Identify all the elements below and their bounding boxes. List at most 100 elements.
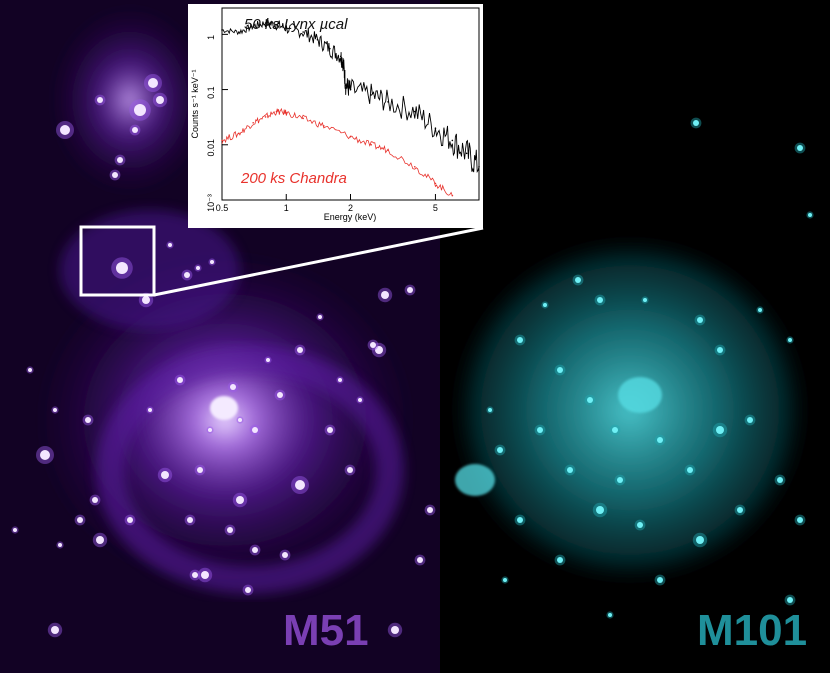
point-source [657,577,663,583]
point-source [797,145,803,151]
spectrum-inset: 0.5 1 2 5 10⁻³ 0.01 0.1 1 Energy (keV) Counts … [188,4,483,228]
spectrum-point [302,31,304,33]
spectrum-point [434,182,437,185]
spectrum-point [478,165,480,168]
spectrum-point [339,55,342,58]
point-source [96,536,104,544]
spectrum-point [221,29,223,31]
spectrum-point [275,23,278,26]
spectrum-point [451,194,454,197]
point-source [517,337,523,343]
point-source [587,397,593,403]
lynx-series-label: 50 ks Lynx µcal [244,16,348,33]
spectrum-point [434,127,437,129]
point-source [60,125,70,135]
spectrum-point [316,38,319,41]
point-source [192,572,198,578]
point-source [788,338,792,342]
point-source [381,291,389,299]
point-source [391,626,399,634]
point-source [201,571,209,579]
point-source [370,342,376,348]
point-source [358,398,362,402]
m101-arm-knot [455,464,495,496]
point-source [295,480,305,490]
point-source [184,272,190,278]
point-source [13,528,17,532]
m51-nucleus [210,396,238,420]
point-source [208,428,212,432]
point-source [148,78,158,88]
spectrum-point [413,110,416,113]
spectrum-point [264,116,267,118]
m51-companion [50,5,210,195]
point-source [697,317,703,323]
spectrum-point [387,101,389,103]
point-source [608,613,612,617]
point-source [575,277,581,283]
y-axis-label: Counts s⁻¹ keV⁻¹ [190,69,200,138]
x-tick-label: 5 [433,203,438,213]
spectrum-point [302,117,304,120]
spectrum-point [329,47,331,50]
zoom-box [79,225,156,297]
spectrum-point [285,111,288,114]
point-source [777,477,783,483]
y-tick-label: 0.01 [206,139,216,157]
point-source [53,408,57,412]
point-source [537,427,543,433]
chandra-series-label: 200 ks Chandra [241,170,347,187]
point-source [282,552,288,558]
point-source [238,418,242,422]
point-source [427,507,433,513]
point-source [230,384,236,390]
x-axis-label: Energy (keV) [324,212,377,222]
y-tick-label: 1 [206,35,216,40]
y-tick-label: 10⁻³ [206,194,216,212]
point-source [187,517,193,523]
spectrum-point [387,149,389,151]
point-source [142,296,150,304]
m51-bridge [60,210,240,330]
point-source [407,287,413,293]
m51-point-sources [11,74,436,638]
point-source [687,467,693,473]
point-source [148,408,152,412]
point-source [97,97,103,103]
point-source [161,471,169,479]
y-axis-ticks: 10⁻³ 0.01 0.1 1 [206,33,228,212]
point-source [92,497,98,503]
point-source [797,517,803,523]
spectrum-series [221,19,480,197]
point-source [347,467,353,473]
m101-point-sources [486,117,814,619]
point-source [266,358,270,362]
point-source [134,104,146,116]
point-source [497,447,503,453]
point-source [196,266,200,270]
point-source [252,547,258,553]
point-source [197,467,203,473]
point-source [557,557,563,563]
m51-outer-arm [96,346,404,594]
point-source [252,427,258,433]
point-source [28,368,32,372]
spectrum-point [413,165,416,168]
spectrum-point [344,84,347,86]
point-source [517,517,523,523]
point-source [116,262,128,274]
point-source [236,496,244,504]
point-source [643,298,647,302]
point-source [596,506,604,514]
point-source [787,597,793,603]
point-source [737,507,743,513]
point-source [657,437,663,443]
point-source [543,303,547,307]
spectrum-point [238,132,240,135]
point-source [375,346,383,354]
spectrum-point [370,143,372,146]
chandra-spectrum-line [221,107,453,196]
spectrum-point [238,31,240,33]
spectrum-point [264,22,267,24]
x-tick-label: 1 [284,203,289,213]
